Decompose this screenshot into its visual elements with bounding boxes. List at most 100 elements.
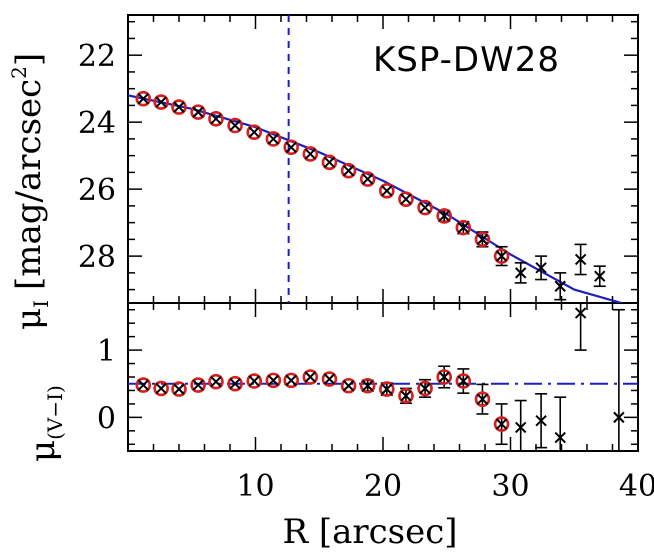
cross-marker xyxy=(476,393,489,405)
x-axis-label: R [arcsec] xyxy=(282,512,457,552)
cross-marker xyxy=(137,93,150,105)
cross-marker xyxy=(229,378,241,390)
bottom-data-point xyxy=(190,377,206,393)
top-data-point xyxy=(554,272,567,301)
fit-point-circle xyxy=(190,104,206,120)
fit-point-circle xyxy=(283,139,300,156)
bottom-y-tick-label: 0 xyxy=(97,401,116,436)
top-y-tick-label: 24 xyxy=(78,106,116,141)
x-tick-label: 40 xyxy=(619,469,654,504)
bottom-data-point xyxy=(554,396,567,451)
cross-marker xyxy=(476,233,489,246)
cross-marker xyxy=(361,173,374,185)
bottom-data-point xyxy=(379,381,395,397)
fit-point-circle xyxy=(153,380,169,397)
fit-point-circle xyxy=(135,90,152,107)
bottom-data-point xyxy=(436,365,453,389)
x-tick-label: 20 xyxy=(364,469,402,504)
bottom-data-point xyxy=(612,308,625,451)
fit-point-circle xyxy=(455,219,472,236)
top-y-axis-label: μI[mag/arcsec2] xyxy=(7,53,53,330)
top-data-point xyxy=(171,99,187,115)
cross-marker xyxy=(535,415,547,427)
fit-point-circle xyxy=(208,111,224,127)
bottom-data-point xyxy=(340,377,357,394)
cross-marker xyxy=(323,156,336,169)
cross-marker xyxy=(155,96,167,108)
fit-point-circle xyxy=(359,377,376,394)
top-data-point xyxy=(493,245,510,267)
fit-point-circle xyxy=(265,131,282,147)
bottom-data-point xyxy=(208,373,224,390)
bottom-data-point xyxy=(474,383,491,415)
fit-point-circle xyxy=(436,208,453,224)
bottom-data-point xyxy=(227,375,243,392)
cross-marker xyxy=(574,307,587,319)
fit-point-circle xyxy=(321,154,338,171)
top-data-point xyxy=(190,104,206,120)
bottom-data-point xyxy=(493,403,510,446)
cross-marker xyxy=(155,382,167,395)
cross-marker xyxy=(342,165,355,177)
bottom-data-point xyxy=(171,381,187,397)
x-tick-label: 10 xyxy=(236,469,274,504)
top-data-point xyxy=(359,171,376,187)
cross-marker xyxy=(495,418,508,430)
cross-marker xyxy=(192,106,204,118)
cross-marker xyxy=(574,253,587,266)
x-tick-label: 30 xyxy=(491,469,529,504)
cross-marker xyxy=(438,210,450,222)
cross-marker xyxy=(248,126,260,138)
model-profile-line xyxy=(128,94,622,303)
cross-marker xyxy=(304,148,317,160)
fit-point-circle xyxy=(171,99,187,115)
bottom-data-point xyxy=(302,369,319,385)
fit-point-circle xyxy=(283,372,300,389)
top-data-point xyxy=(340,162,357,179)
object-name-label: KSP-DW28 xyxy=(373,40,560,80)
fit-point-circle xyxy=(227,375,243,392)
cross-marker xyxy=(381,383,393,395)
fit-point-circle xyxy=(493,416,510,432)
fit-point-circle xyxy=(171,381,187,397)
top-data-point xyxy=(398,191,414,207)
fit-point-circle xyxy=(135,377,152,393)
fit-point-circle xyxy=(474,231,491,248)
fit-point-circle xyxy=(153,94,169,110)
cross-marker xyxy=(457,375,470,387)
bottom-data-point xyxy=(265,372,282,389)
fit-point-circle xyxy=(474,391,491,408)
fit-point-circle xyxy=(246,124,263,141)
top-panel-plot: 22 24 26 28 xyxy=(78,15,639,303)
fit-point-circle xyxy=(190,377,206,393)
top-data-point xyxy=(455,219,472,236)
bottom-data-point xyxy=(455,368,472,394)
fit-point-circle xyxy=(208,373,224,390)
top-data-point xyxy=(379,183,395,199)
top-data-point xyxy=(265,131,282,147)
cross-marker xyxy=(248,375,260,387)
cross-marker xyxy=(419,201,431,214)
bottom-data-point xyxy=(321,371,338,387)
cross-marker xyxy=(267,374,280,387)
cross-marker xyxy=(419,382,431,395)
fit-point-circle xyxy=(493,248,510,264)
fit-point-circle xyxy=(340,377,357,394)
cross-marker xyxy=(554,431,566,444)
cross-marker xyxy=(285,141,297,153)
fit-point-circle xyxy=(340,162,357,179)
cross-marker xyxy=(514,421,527,434)
cross-marker xyxy=(594,270,606,282)
top-data-point xyxy=(514,262,527,284)
fit-point-circle xyxy=(379,381,395,397)
cross-marker xyxy=(267,133,280,145)
cross-marker xyxy=(400,390,412,402)
bottom-data-point xyxy=(417,378,433,398)
cross-marker xyxy=(361,380,374,392)
cross-marker xyxy=(229,119,241,132)
cross-marker xyxy=(210,113,222,125)
fit-point-circle xyxy=(436,369,453,385)
fit-point-circle xyxy=(302,146,319,162)
bottom-data-point xyxy=(398,387,414,405)
